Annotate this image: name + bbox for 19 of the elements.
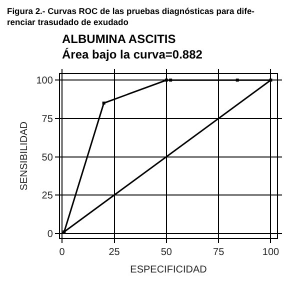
y-tick-label: 50 <box>42 152 54 164</box>
text: Figura 2.- Curvas ROC de las pruebas diagnósticas para dife- renciar trasudado de exudado <box>7 6 255 28</box>
x-tick-label: 0 <box>59 247 66 258</box>
chart-subtitle: Área bajo la curva=0.882 <box>62 48 203 62</box>
chart-title: ALBUMINA ASCITIS <box>62 32 176 46</box>
y-tick-label: 75 <box>42 114 54 125</box>
x-tick-label: 100 <box>262 247 280 258</box>
y-tick-label: 100 <box>36 76 54 87</box>
x-tick-label: 50 <box>160 247 172 258</box>
point <box>164 78 168 82</box>
x-tick-label: 75 <box>213 247 225 258</box>
y-tick-label: 0 <box>47 228 54 240</box>
point <box>169 78 172 82</box>
point <box>236 78 239 82</box>
y-tick-label: 25 <box>42 190 54 202</box>
x-axis-title: ESPECIFICIDAD <box>130 264 207 276</box>
x-tick-label: 25 <box>108 247 120 258</box>
point <box>102 102 106 105</box>
y-axis-title: SENSIBILIDAD <box>19 122 30 190</box>
